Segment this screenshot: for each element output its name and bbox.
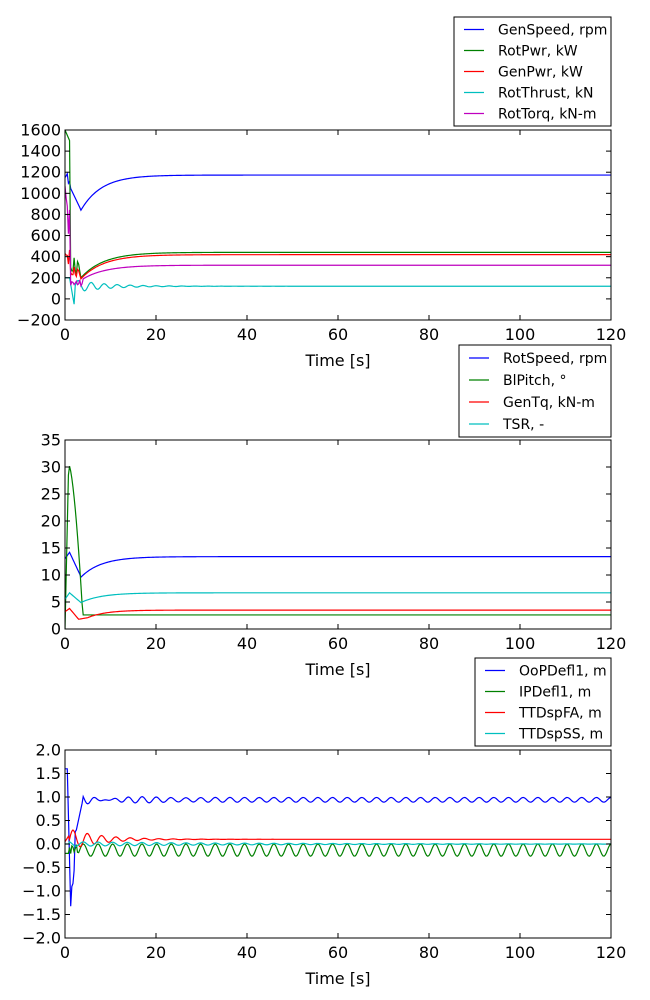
y-tick-label: 0 bbox=[51, 620, 61, 639]
y-tick-label: 25 bbox=[41, 485, 61, 504]
legend-label-4: TSR, - bbox=[502, 417, 544, 433]
x-tick-label: 20 bbox=[146, 634, 166, 653]
y-tick-label: 800 bbox=[30, 205, 61, 224]
series-line-2 bbox=[65, 843, 611, 857]
legend-box bbox=[458, 344, 612, 438]
y-tick-label: 2.0 bbox=[36, 741, 61, 760]
legend-box bbox=[474, 657, 612, 747]
legend: OoPDefl1, m IPDefl1, m TTDspFA, m TTDspSS, … bbox=[474, 657, 612, 747]
series-line-5 bbox=[65, 185, 611, 288]
x-tick-label: 100 bbox=[505, 325, 536, 344]
y-tick-label: 1200 bbox=[20, 163, 61, 182]
legend-label-1: GenSpeed, rpm bbox=[498, 23, 607, 39]
legend-label-4: TTDspSS, m bbox=[518, 727, 603, 743]
y-tick-label: 400 bbox=[30, 247, 61, 266]
series-line-1 bbox=[65, 551, 611, 579]
legend-label-2: IPDefl1, m bbox=[519, 685, 591, 701]
y-tick-label: 1000 bbox=[20, 184, 61, 203]
y-tick-label: 0.0 bbox=[36, 835, 61, 854]
series-line-1 bbox=[65, 768, 611, 907]
legend: GenSpeed, rpm RotPwr, kW GenPwr, kW RotThru… bbox=[453, 16, 612, 127]
y-tick-label: 1.0 bbox=[36, 788, 61, 807]
series-line-4 bbox=[65, 277, 611, 305]
series-line-4 bbox=[65, 841, 611, 847]
plot-frame bbox=[64, 129, 612, 321]
y-tick-label: 35 bbox=[41, 431, 61, 450]
x-tick-label: 60 bbox=[328, 325, 348, 344]
x-tick-label: 0 bbox=[60, 943, 70, 962]
legend-label-2: RotPwr, kW bbox=[498, 44, 578, 60]
x-tick-label: 40 bbox=[237, 634, 257, 653]
x-tick-label: 120 bbox=[596, 634, 627, 653]
x-axis-label: Time [s] bbox=[304, 351, 370, 370]
legend-label-5: RotTorq, kN-m bbox=[498, 107, 596, 123]
legend-label-4: RotThrust, kN bbox=[498, 86, 593, 102]
x-tick-label: 40 bbox=[237, 943, 257, 962]
series-line-3 bbox=[65, 607, 611, 620]
x-tick-label: 120 bbox=[596, 943, 627, 962]
legend-label-3: TTDspFA, m bbox=[518, 706, 602, 722]
y-tick-label: 0.5 bbox=[36, 811, 61, 830]
x-tick-label: 0 bbox=[60, 325, 70, 344]
x-axis-label: Time [s] bbox=[304, 969, 370, 988]
x-tick-label: 120 bbox=[596, 325, 627, 344]
series-line-4 bbox=[65, 591, 611, 604]
y-tick-label: −1.5 bbox=[22, 905, 61, 924]
y-tick-label: 1400 bbox=[20, 142, 61, 161]
x-tick-label: 60 bbox=[328, 943, 348, 962]
y-tick-label: 5 bbox=[51, 593, 61, 612]
y-tick-label: 1.5 bbox=[36, 764, 61, 783]
y-tick-label: 10 bbox=[41, 566, 61, 585]
y-tick-label: 30 bbox=[41, 458, 61, 477]
x-tick-label: 60 bbox=[328, 634, 348, 653]
y-tick-label: 1600 bbox=[20, 121, 61, 140]
x-tick-label: 80 bbox=[419, 943, 439, 962]
chart-panel-2: 0 20 40 60 80 100 120 0 5 10 15 20 25 30 35 Time [s] Rot… bbox=[41, 344, 627, 679]
legend-label-1: OoPDefl1, m bbox=[519, 664, 607, 680]
x-tick-label: 100 bbox=[505, 943, 536, 962]
y-tick-label: −2.0 bbox=[22, 929, 61, 948]
series-line-2 bbox=[65, 466, 611, 629]
x-tick-label: 0 bbox=[60, 634, 70, 653]
legend-label-2: BlPitch, ° bbox=[503, 373, 566, 389]
y-tick-label: −1.0 bbox=[22, 882, 61, 901]
y-tick-label: −0.5 bbox=[22, 858, 61, 877]
series-line-2 bbox=[65, 130, 611, 280]
legend-label-3: GenPwr, kW bbox=[498, 65, 583, 81]
series-line-3 bbox=[65, 829, 611, 848]
series-line-3 bbox=[65, 249, 611, 280]
x-tick-label: 80 bbox=[419, 325, 439, 344]
x-axis-label: Time [s] bbox=[304, 660, 370, 679]
y-tick-label: 600 bbox=[30, 226, 61, 245]
y-tick-label: 200 bbox=[30, 268, 61, 287]
x-tick-label: 40 bbox=[237, 325, 257, 344]
x-tick-label: 20 bbox=[146, 943, 166, 962]
y-tick-label: −200 bbox=[17, 311, 61, 330]
x-tick-label: 100 bbox=[505, 634, 536, 653]
x-tick-label: 80 bbox=[419, 634, 439, 653]
y-tick-label: 15 bbox=[41, 539, 61, 558]
chart-panel-3: 0 20 40 60 80 100 120 −2.0 −1.5 −1.0 −0.5 0.0 0.5 1.0… bbox=[22, 657, 627, 988]
x-tick-label: 20 bbox=[146, 325, 166, 344]
plot-frame bbox=[64, 439, 612, 630]
chart-panel-1: 0 20 40 60 80 100 120−200020040060080010001200… bbox=[17, 16, 627, 370]
legend-label-3: GenTq, kN-m bbox=[503, 395, 595, 411]
legend-label-1: RotSpeed, rpm bbox=[503, 351, 607, 367]
y-tick-label: 20 bbox=[41, 512, 61, 531]
legend: RotSpeed, rpm BlPitch, ° GenTq, kN-m TSR, - bbox=[458, 344, 612, 438]
series-line-1 bbox=[65, 171, 611, 212]
y-tick-label: 0 bbox=[51, 289, 61, 308]
